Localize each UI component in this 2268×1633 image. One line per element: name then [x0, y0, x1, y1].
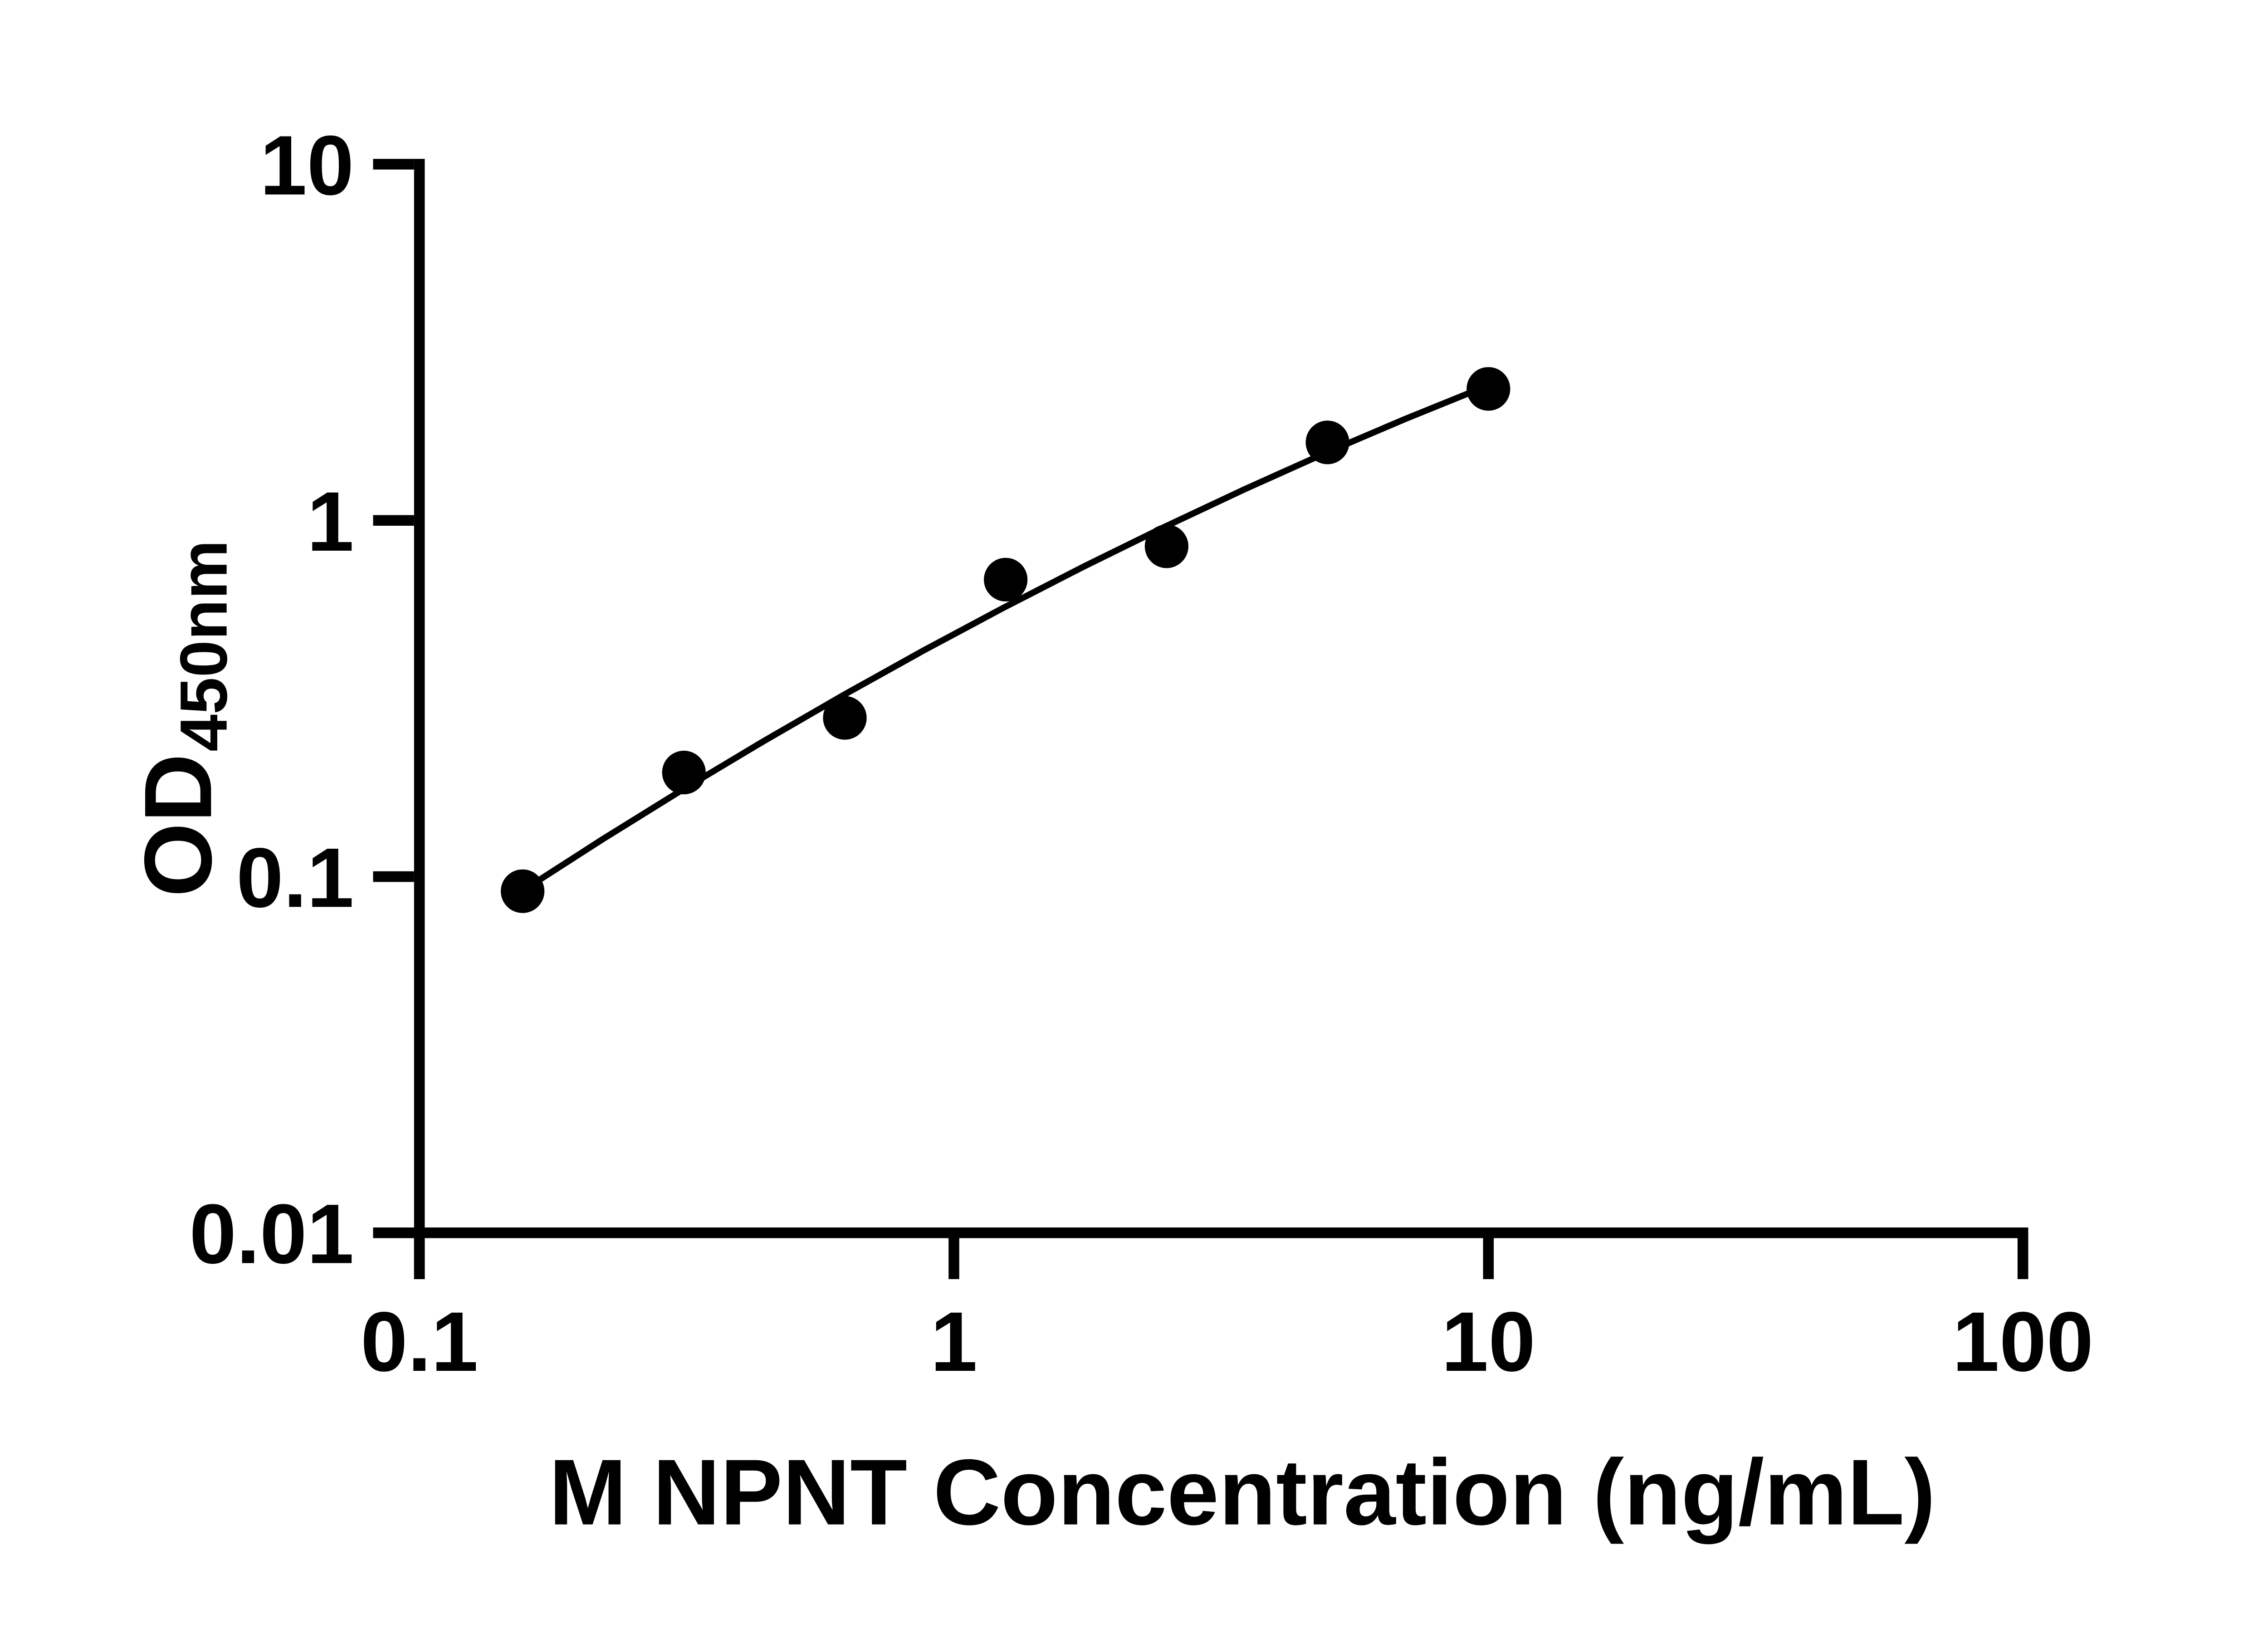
x-tick-label: 1: [930, 1294, 978, 1389]
data-point-marker: [1144, 524, 1188, 568]
data-point-marker: [984, 557, 1028, 601]
fit-curve-line: [519, 382, 1492, 894]
y-axis-title-main: OD: [124, 753, 231, 897]
y-axis-title: OD 450nm: [124, 540, 241, 897]
y-tick-label: 0.1: [236, 830, 354, 925]
y-axis-title-subscript: 450nm: [167, 540, 241, 751]
y-tick-label: 1: [307, 474, 354, 569]
x-tick-label: 10: [1442, 1294, 1535, 1389]
data-point-marker: [1305, 420, 1349, 464]
data-point-marker: [662, 750, 706, 795]
y-tick-label: 0.01: [189, 1186, 354, 1281]
y-tick-label: 10: [260, 118, 354, 213]
x-tick-label: 0.1: [361, 1294, 478, 1389]
data-point-marker: [501, 869, 545, 913]
x-axis-title: M NPNT Concentration (ng/mL): [549, 1440, 1936, 1545]
data-point-marker: [823, 696, 867, 740]
data-point-marker: [1466, 367, 1510, 411]
x-tick-label: 100: [1952, 1294, 2093, 1389]
